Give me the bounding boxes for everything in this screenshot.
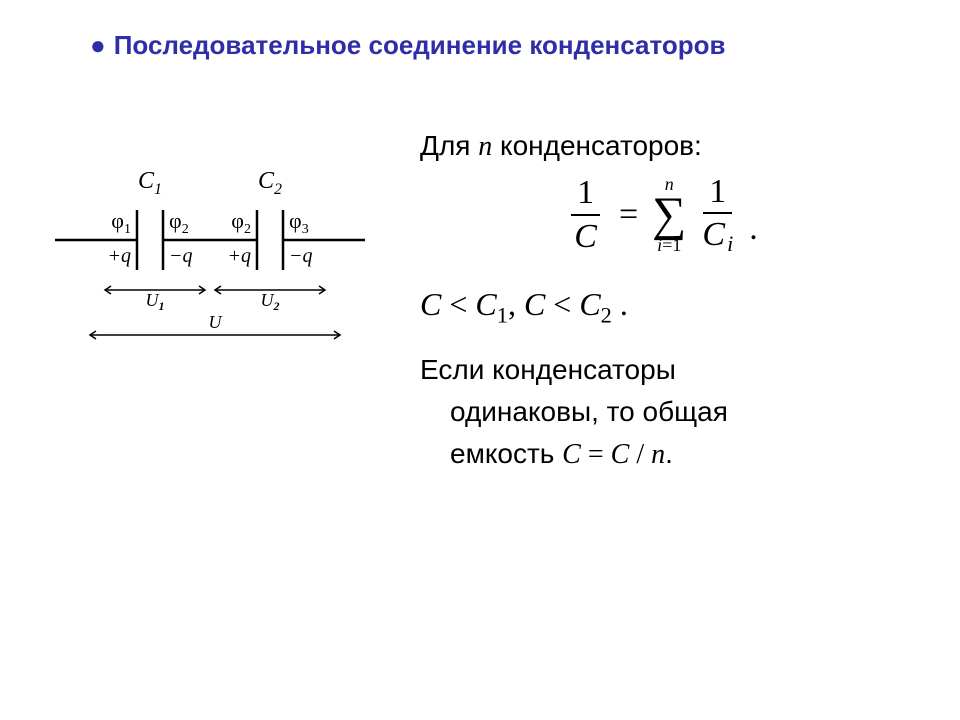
circuit-diagram: C1 C2 φ1 φ2 φ2 φ3 +q −q +q −q U1 U2 U — [55, 160, 365, 360]
u1-label: U1 — [146, 290, 165, 313]
para-line1: Если конденсаторы — [420, 349, 900, 391]
para-line3: емкость C = C / n. — [420, 433, 900, 476]
content-block: Для n конденсаторов: 1 C = n ∑ i=1 1 Ci … — [420, 130, 900, 476]
u2-label: U2 — [261, 290, 280, 313]
label-c2: C2 — [258, 168, 282, 198]
main-formula: 1 C = n ∑ i=1 1 Ci . — [420, 173, 900, 256]
title-bullet: ● — [90, 30, 106, 60]
phi3: φ3 — [289, 208, 309, 237]
for-n-line: Для n конденсаторов: — [420, 130, 900, 163]
u-label: U — [209, 312, 223, 332]
num-1b: 1 — [703, 173, 732, 214]
sum-bottom: i=1 — [657, 236, 681, 254]
q2m: −q — [289, 245, 313, 267]
sigma-symbol: ∑ — [652, 193, 686, 236]
q1p: +q — [108, 245, 132, 267]
label-c1: C1 — [138, 168, 162, 198]
phi1: φ1 — [111, 208, 131, 237]
formula-dot: . — [749, 210, 758, 248]
equals: = — [619, 196, 638, 234]
phi2a: φ2 — [169, 208, 189, 237]
q2p: +q — [228, 245, 252, 267]
capacitors-text: конденсаторов: — [492, 130, 702, 161]
frac-1-over-ci: 1 Ci — [696, 173, 739, 256]
num-1: 1 — [571, 174, 600, 215]
n-var: n — [478, 131, 492, 162]
frac-1-over-c: 1 C — [568, 174, 603, 255]
para-line2: одинаковы, то общая — [420, 391, 900, 433]
title-text: Последовательное соединение конденсаторо… — [114, 30, 726, 60]
q1m: −q — [169, 245, 193, 267]
summation: n ∑ i=1 — [652, 175, 686, 254]
phi2b: φ2 — [231, 208, 251, 237]
paragraph: Если конденсаторы одинаковы, то общая ем… — [420, 349, 900, 476]
for-text: Для — [420, 130, 478, 161]
den-ci: Ci — [696, 214, 739, 256]
page-title: ● Последовательное соединение конденсатор… — [90, 30, 726, 61]
den-c: C — [568, 216, 603, 255]
inequality-line: C < C1, C < C2 . — [420, 286, 900, 328]
